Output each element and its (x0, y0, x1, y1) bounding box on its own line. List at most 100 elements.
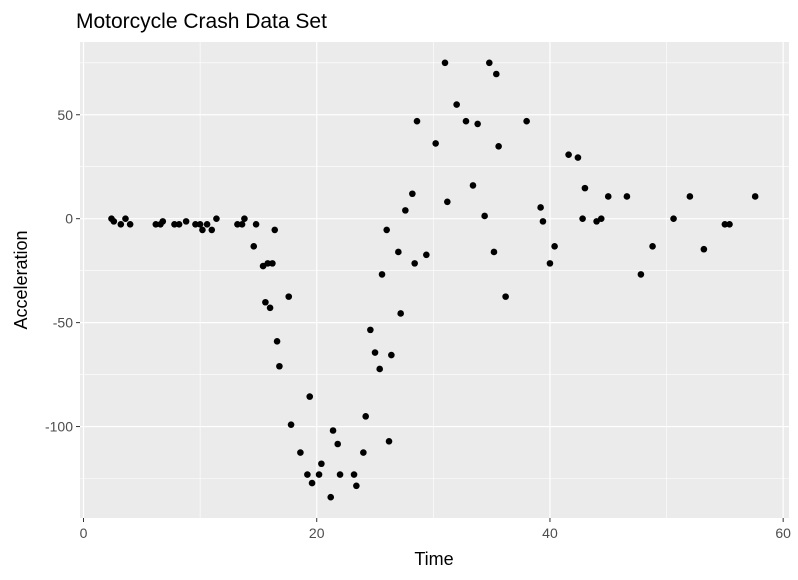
data-point (171, 220, 178, 228)
data-point (581, 184, 589, 192)
data-point (597, 215, 605, 222)
data-point (334, 440, 342, 448)
y-tick-label: 50 (57, 107, 73, 123)
data-point (444, 198, 451, 206)
data-point (203, 220, 211, 228)
data-point (551, 243, 558, 250)
data-point (329, 427, 337, 434)
data-point (495, 143, 502, 150)
data-point (453, 101, 460, 108)
data-point (367, 326, 374, 334)
data-point (432, 140, 439, 147)
data-point (262, 298, 269, 306)
data-point (537, 204, 544, 211)
data-point (266, 304, 274, 312)
data-point (411, 260, 418, 267)
data-point (474, 120, 481, 128)
data-point (409, 190, 416, 198)
y-tick-label: 0 (65, 211, 73, 227)
data-point (362, 413, 369, 420)
data-point (315, 471, 323, 478)
x-tick-label: 0 (80, 525, 88, 541)
data-point (285, 293, 293, 300)
data-point (649, 243, 656, 250)
data-point (385, 437, 393, 445)
data-point (604, 193, 612, 200)
data-point (376, 365, 383, 373)
data-point (371, 349, 379, 356)
data-point (397, 310, 404, 317)
data-point (686, 193, 694, 200)
data-point (276, 362, 283, 370)
data-point (252, 220, 260, 228)
data-point (539, 218, 547, 225)
data-point (700, 245, 708, 253)
data-point (182, 218, 190, 225)
data-point (546, 260, 554, 267)
data-point (502, 293, 509, 300)
data-point (402, 207, 409, 214)
data-point (238, 220, 246, 228)
data-point (637, 271, 645, 278)
data-point (269, 260, 276, 267)
data-point (574, 154, 582, 161)
data-point (159, 218, 167, 225)
x-axis-ticks: 0 20 40 60 (80, 518, 791, 541)
data-point (565, 151, 572, 158)
data-point (721, 220, 729, 228)
data-point (360, 449, 367, 456)
y-tick-label: -100 (45, 419, 73, 435)
data-point (117, 220, 125, 228)
data-point (175, 220, 183, 228)
data-point (297, 449, 304, 456)
data-point (395, 248, 402, 256)
data-point (623, 193, 631, 200)
data-point (264, 260, 272, 267)
x-tick-label: 20 (309, 525, 325, 541)
x-tick-label: 60 (775, 525, 791, 541)
chart-title: Motorcycle Crash Data Set (76, 10, 327, 33)
data-point (486, 59, 493, 67)
data-point (152, 220, 160, 228)
data-point (423, 251, 430, 259)
data-point (192, 220, 199, 228)
y-tick-label: -50 (53, 315, 73, 331)
data-point (327, 493, 335, 501)
data-point (271, 226, 279, 234)
y-axis-ticks: -100 -50 0 50 (45, 107, 80, 435)
data-point (469, 182, 477, 189)
data-point (304, 471, 311, 478)
data-point (670, 215, 677, 222)
data-point (388, 351, 395, 359)
major-gridlines (80, 42, 789, 518)
data-point (490, 248, 498, 256)
data-point (579, 215, 586, 222)
data-point (250, 243, 258, 250)
data-point (213, 215, 220, 222)
data-point (726, 220, 733, 228)
plot-panel (80, 42, 789, 518)
data-point (413, 117, 421, 125)
data-point (126, 220, 134, 228)
data-point (287, 421, 295, 428)
data-point (273, 338, 281, 345)
data-point (378, 271, 386, 278)
x-axis-title: Time (414, 549, 453, 569)
data-point (241, 215, 248, 222)
data-point (462, 117, 470, 125)
data-point (751, 193, 759, 200)
y-axis-title: Acceleration (11, 230, 31, 329)
data-point (306, 393, 314, 400)
data-point (350, 471, 358, 478)
data-point (441, 59, 449, 67)
data-point (353, 482, 360, 490)
data-point (318, 460, 325, 468)
data-point (208, 226, 216, 234)
data-point (336, 471, 344, 478)
data-point (199, 226, 206, 234)
data-points (108, 59, 759, 501)
data-point (493, 70, 500, 78)
data-point (196, 220, 204, 228)
data-point (122, 215, 129, 222)
